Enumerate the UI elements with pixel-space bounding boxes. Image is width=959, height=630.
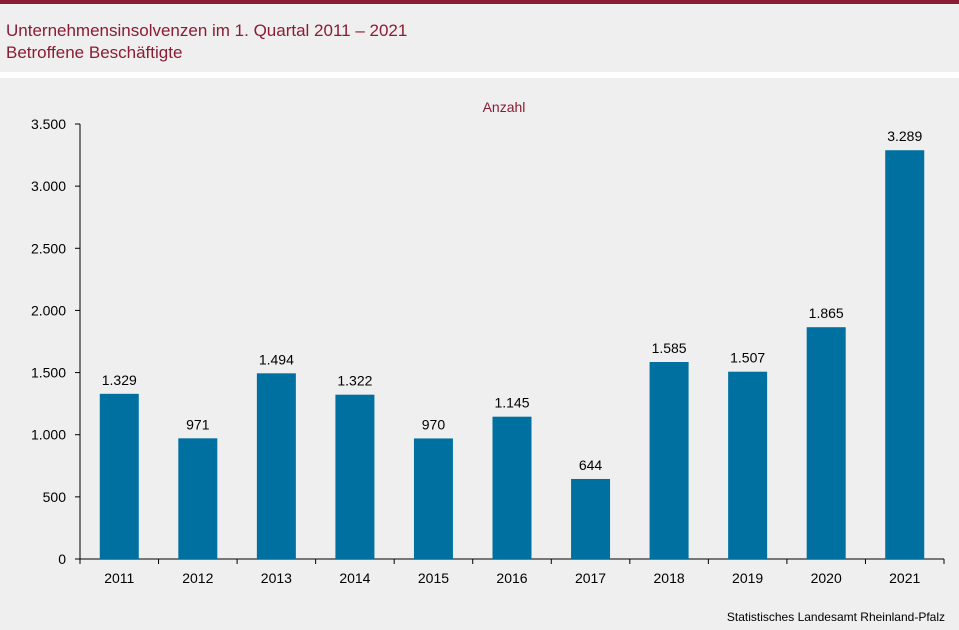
chart-area [0, 78, 959, 630]
bar-2019 [728, 371, 768, 559]
y-tick-label: 2.000 [31, 302, 66, 318]
unit-label: Anzahl [483, 99, 526, 115]
bar-2016 [492, 416, 532, 559]
y-tick-label: 1.500 [31, 365, 66, 381]
x-tick-label-2013: 2013 [261, 570, 292, 586]
data-label-2021: 3.289 [887, 128, 922, 144]
data-label-2018: 1.585 [652, 340, 687, 356]
y-tick-label: 2.500 [31, 240, 66, 256]
data-label-2015: 970 [422, 416, 446, 432]
bar-2011 [99, 393, 139, 559]
bar-2020 [806, 327, 846, 559]
x-tick-label-2015: 2015 [418, 570, 449, 586]
data-label-2019: 1.507 [730, 350, 765, 366]
x-tick-label-2021: 2021 [889, 570, 920, 586]
x-tick-label-2012: 2012 [182, 570, 213, 586]
x-tick-label-2016: 2016 [496, 570, 527, 586]
chart-subtitle: Betroffene Beschäftigte [6, 43, 183, 62]
x-tick-label-2011: 2011 [104, 570, 134, 586]
x-tick-label-2014: 2014 [339, 570, 370, 586]
source-note: Statistisches Landesamt Rheinland-Pfalz [726, 610, 945, 624]
top-accent-bar [0, 0, 959, 4]
y-tick-label: 3.000 [31, 178, 66, 194]
bar-2015 [413, 438, 453, 559]
y-tick-label: 0 [58, 551, 66, 567]
bar-2013 [256, 373, 296, 559]
header-divider [0, 72, 959, 78]
bar-2014 [335, 394, 375, 559]
chart-header: Unternehmensinsolvenzen im 1. Quartal 20… [0, 4, 959, 72]
data-label-2014: 1.322 [337, 373, 372, 389]
x-tick-label-2018: 2018 [654, 570, 685, 586]
data-label-2017: 644 [579, 457, 603, 473]
y-tick-label: 3.500 [31, 116, 66, 132]
x-tick-label-2020: 2020 [811, 570, 842, 586]
bar-2012 [178, 438, 218, 559]
bar-2021 [885, 150, 925, 559]
data-label-2016: 1.145 [494, 395, 529, 411]
x-tick-label-2017: 2017 [575, 570, 606, 586]
data-label-2013: 1.494 [259, 351, 294, 367]
data-label-2012: 971 [186, 416, 210, 432]
data-label-2011: 1.329 [102, 372, 137, 388]
y-tick-label: 1.000 [31, 427, 66, 443]
x-tick-label-2019: 2019 [732, 570, 763, 586]
y-tick-label: 500 [43, 489, 67, 505]
chart-title: Unternehmensinsolvenzen im 1. Quartal 20… [6, 21, 408, 40]
bar-2018 [649, 362, 689, 559]
data-label-2020: 1.865 [809, 305, 844, 321]
bar-2017 [571, 478, 611, 559]
